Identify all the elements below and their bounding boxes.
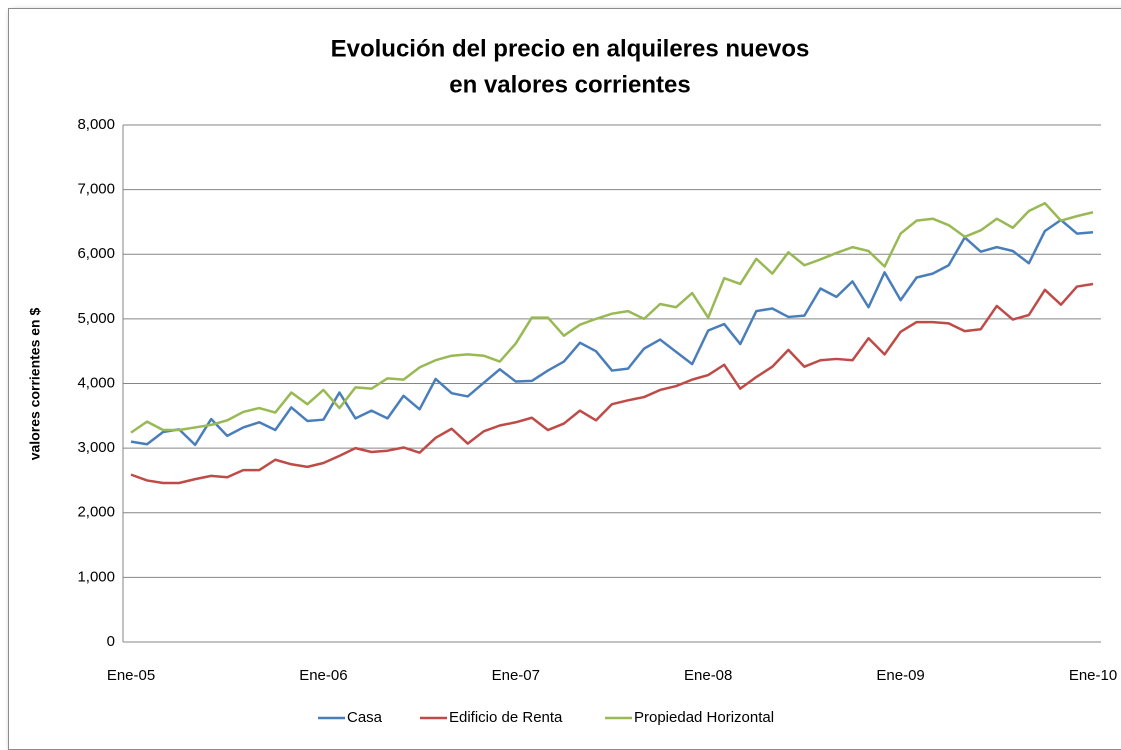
y-tick-label: 5,000 bbox=[77, 310, 115, 327]
legend-label: Casa bbox=[347, 709, 383, 726]
x-tick-label: Ene-06 bbox=[299, 667, 347, 684]
y-tick-label: 0 bbox=[107, 633, 115, 650]
y-tick-label: 3,000 bbox=[77, 439, 115, 456]
y-tick-label: 7,000 bbox=[77, 181, 115, 198]
x-tick-label: Ene-09 bbox=[876, 667, 924, 684]
chart-title: en valores corrientes bbox=[449, 71, 690, 98]
y-tick-label: 8,000 bbox=[77, 116, 115, 133]
x-tick-label: Ene-08 bbox=[684, 667, 732, 684]
legend-label: Propiedad Horizontal bbox=[634, 709, 774, 726]
y-tick-label: 4,000 bbox=[77, 374, 115, 391]
chart-title: Evolución del precio en alquileres nuevo… bbox=[331, 35, 810, 62]
y-tick-label: 6,000 bbox=[77, 245, 115, 262]
series-line bbox=[130, 282, 1094, 485]
series-line bbox=[130, 218, 1094, 447]
x-tick-label: Ene-07 bbox=[492, 667, 540, 684]
x-tick-label: Ene-10 bbox=[1069, 667, 1117, 684]
series-line bbox=[130, 201, 1094, 434]
y-tick-label: 1,000 bbox=[77, 568, 115, 585]
legend-label: Edificio de Renta bbox=[449, 709, 563, 726]
y-tick-label: 2,000 bbox=[77, 504, 115, 521]
chart-frame bbox=[8, 8, 1121, 750]
y-axis-label: valores corrientes en $ bbox=[27, 308, 43, 461]
x-tick-label: Ene-05 bbox=[107, 667, 155, 684]
